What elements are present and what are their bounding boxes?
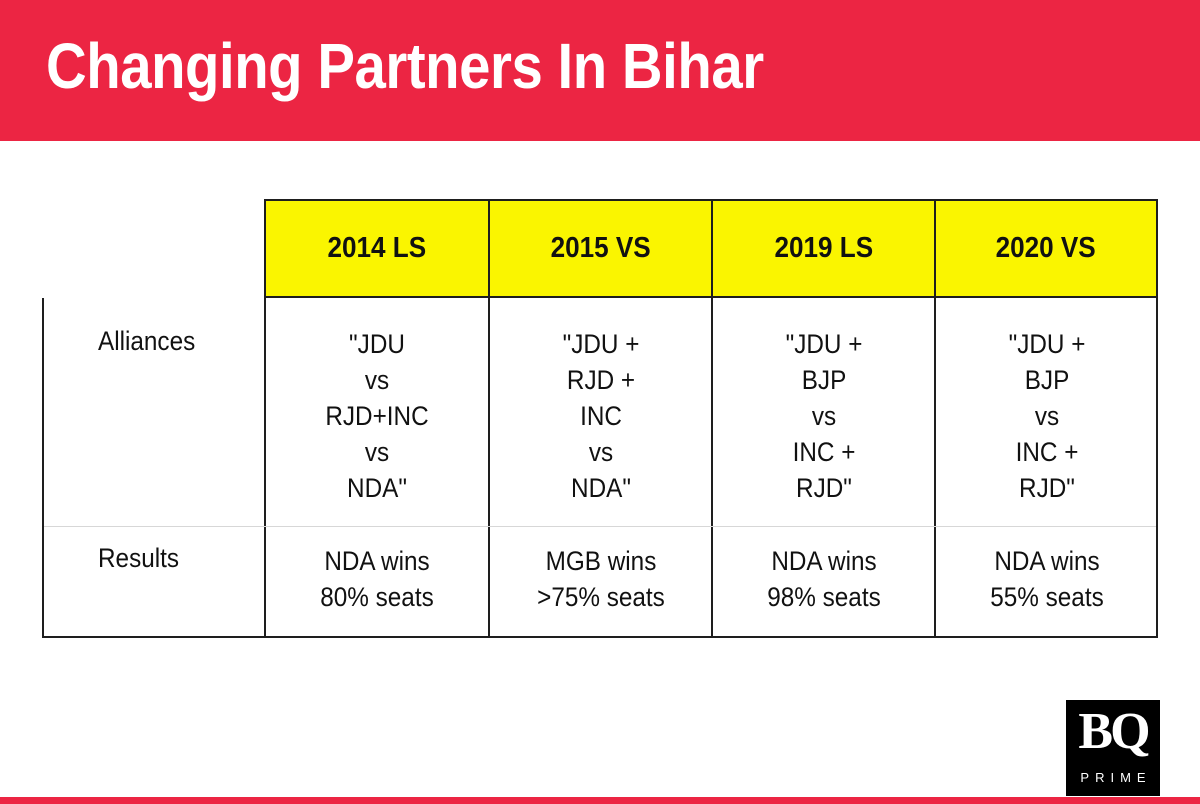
column-divider: [934, 298, 936, 638]
column-header-2015-vs: 2015 VS: [488, 199, 714, 298]
alliance-cell-2015-vs: "JDU + RJD + INC vs NDA": [562, 329, 640, 503]
bottom-accent-bar: [0, 797, 1200, 804]
column-divider: [711, 298, 713, 638]
alliance-cell-2019-ls: "JDU + BJP vs INC + RJD": [785, 329, 863, 503]
row-label-alliances: Alliances: [98, 326, 196, 356]
column-header-2020-vs: 2020 VS: [934, 199, 1158, 298]
row-label-results: Results: [98, 543, 180, 573]
column-header-2019-ls: 2019 LS: [711, 199, 937, 298]
result-cell-2015-vs: MGB wins >75% seats: [537, 546, 665, 612]
column-divider: [488, 298, 490, 638]
column-divider: [264, 298, 266, 638]
column-header-2014-ls: 2014 LS: [264, 199, 490, 298]
alliance-cell-2020-vs: "JDU + BJP vs INC + RJD": [1008, 329, 1086, 503]
page-title: Changing Partners In Bihar: [46, 30, 764, 102]
bq-prime-logo: BQ PRIME: [1066, 700, 1160, 796]
alliance-cell-2014-ls: "JDU vs RJD+INC vs NDA": [325, 329, 429, 503]
table-body: [42, 298, 1158, 638]
result-cell-2020-vs: NDA wins 55% seats: [990, 546, 1104, 612]
title-banner: Changing Partners In Bihar: [0, 0, 1200, 141]
result-cell-2014-ls: NDA wins 80% seats: [320, 546, 434, 612]
result-cell-2019-ls: NDA wins 98% seats: [767, 546, 881, 612]
logo-subtitle: PRIME: [1080, 770, 1152, 785]
row-divider: [44, 526, 1156, 527]
logo-mark: BQ: [1078, 703, 1150, 760]
